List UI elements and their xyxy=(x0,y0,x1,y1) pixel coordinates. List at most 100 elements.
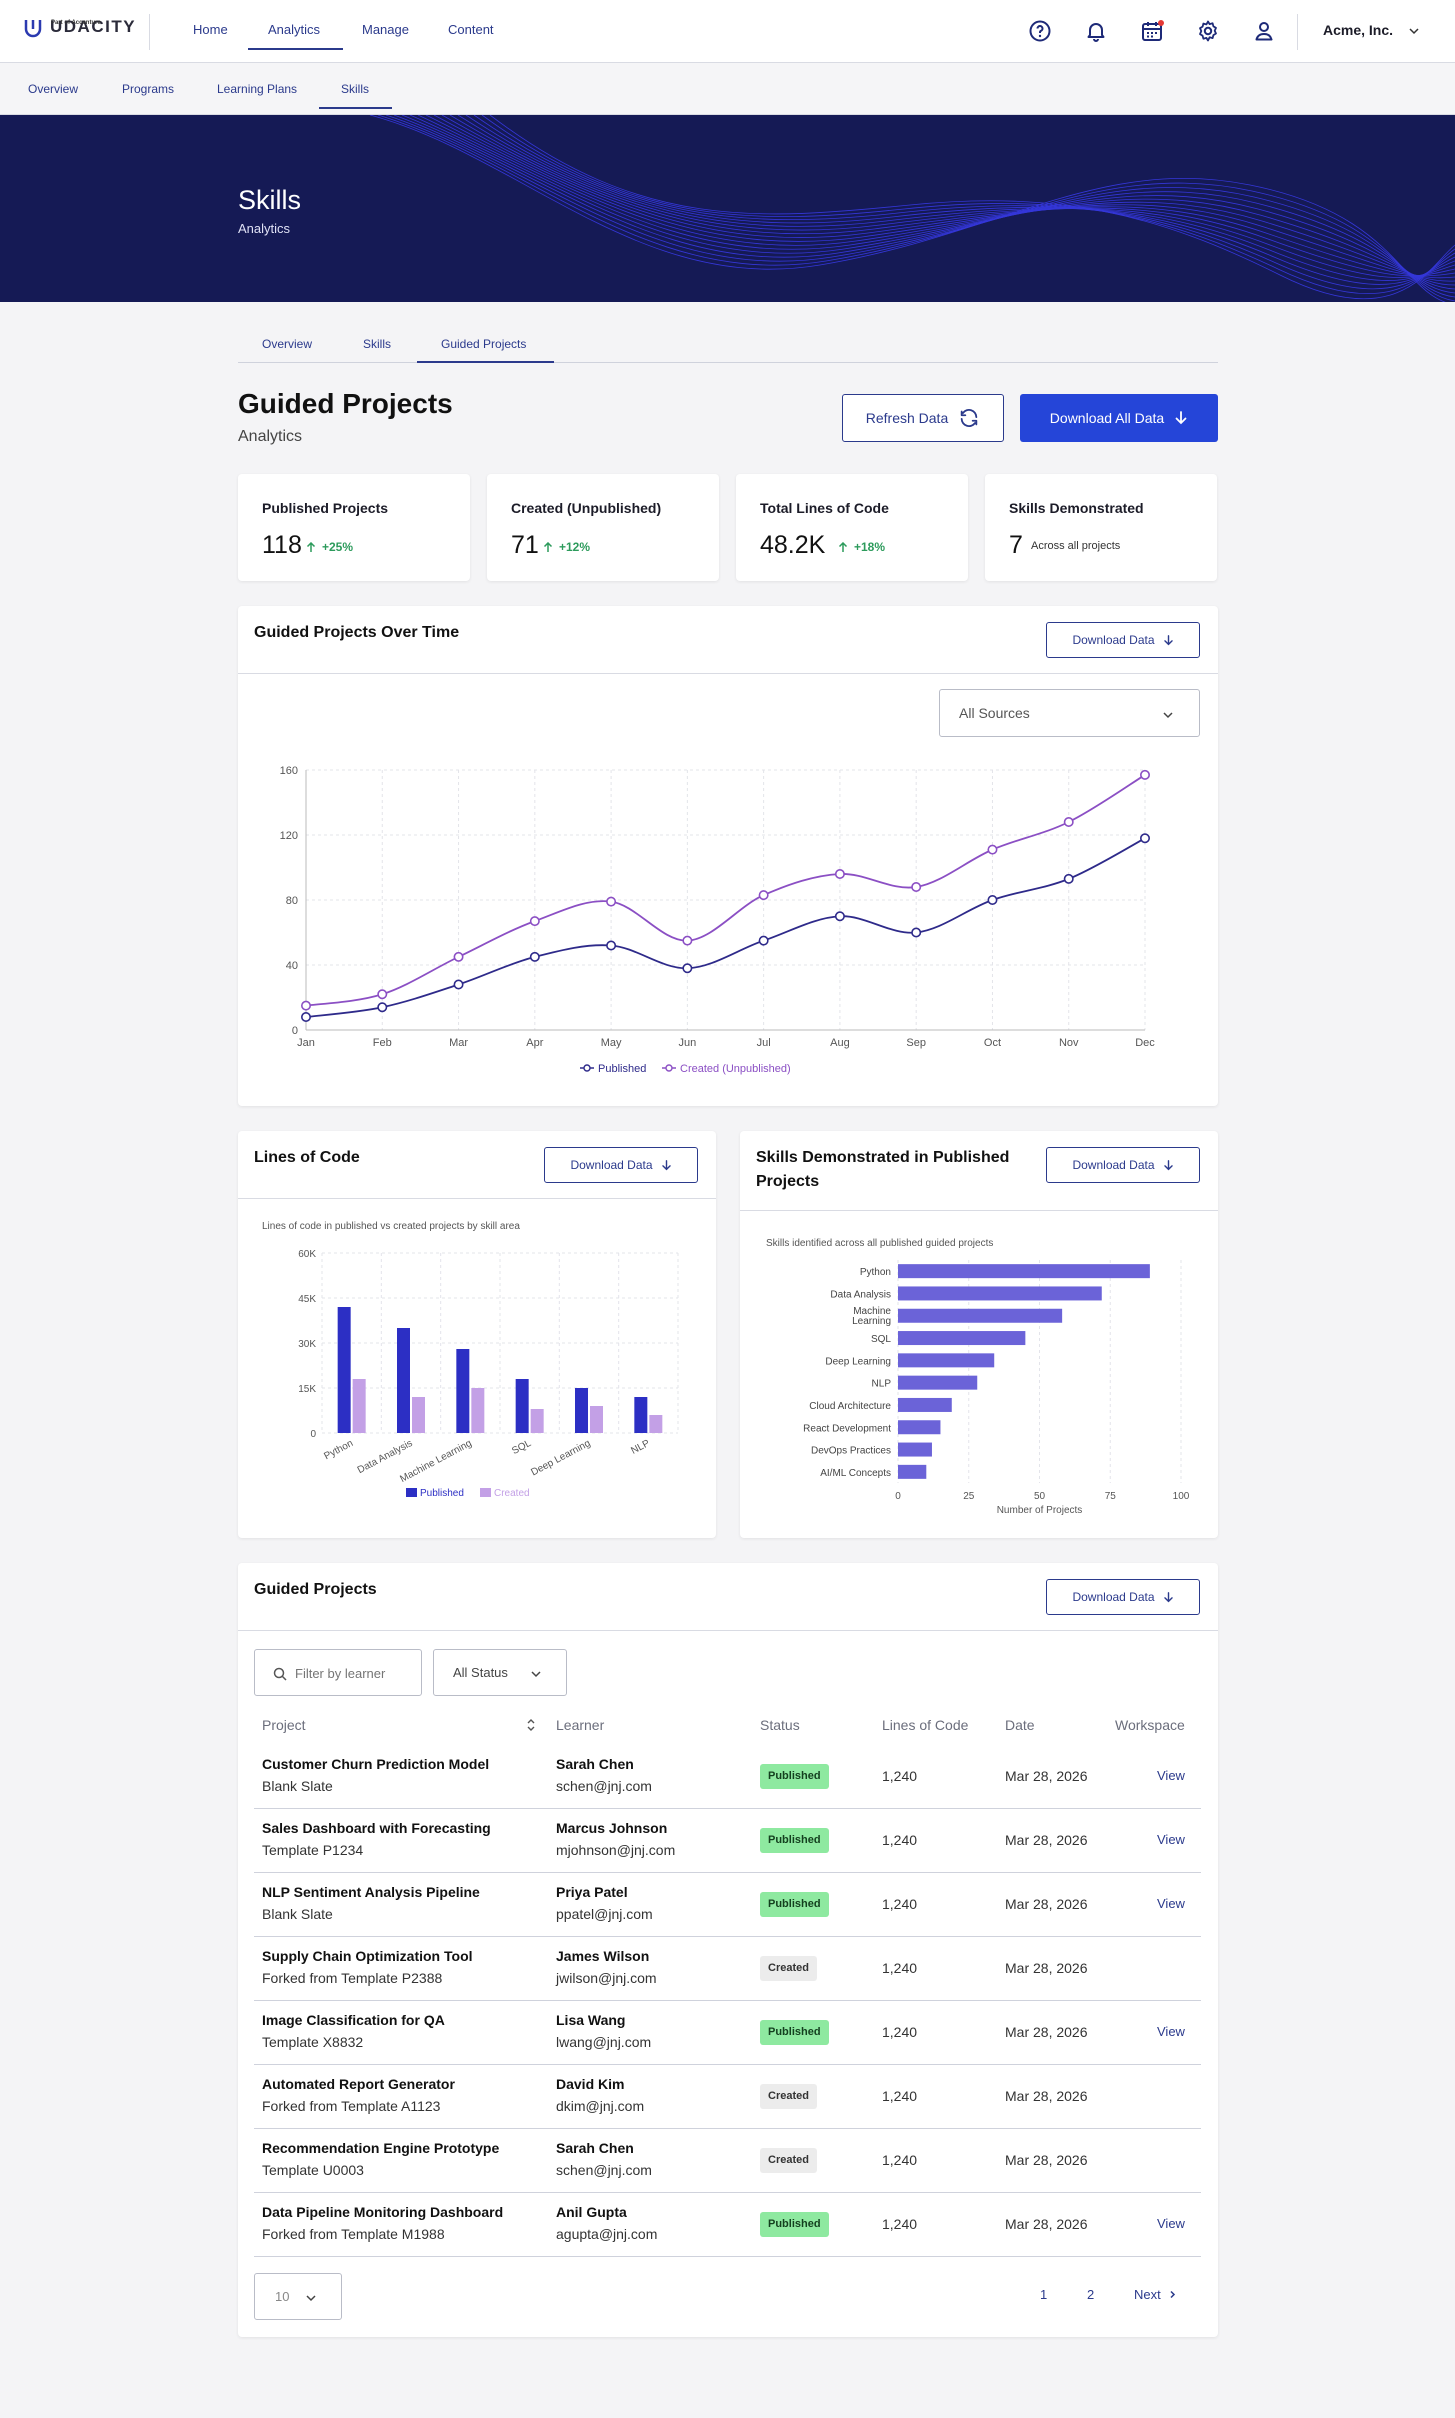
lines-of-code-value: 1,240 xyxy=(882,2216,918,2232)
table-row: Supply Chain Optimization Tool Forked fro… xyxy=(254,1937,1201,2001)
download-data-button[interactable]: Download Data xyxy=(1046,1147,1200,1183)
view-workspace-link[interactable]: View xyxy=(1157,1832,1185,1847)
lines-of-code-value: 1,240 xyxy=(882,2152,918,2168)
view-workspace-link[interactable]: View xyxy=(1157,1768,1185,1783)
sort-icon[interactable] xyxy=(526,1718,536,1732)
project-template: Forked from Template A1123 xyxy=(262,2098,441,2114)
help-icon[interactable] xyxy=(1028,19,1052,43)
nav-item-content[interactable]: Content xyxy=(448,22,494,37)
chevron-down-icon[interactable] xyxy=(1408,25,1420,37)
bar-created xyxy=(471,1388,485,1433)
x-tick-label: Feb xyxy=(373,1037,392,1049)
lines-of-code-card: Lines of Code Download Data Lines of cod… xyxy=(238,1131,716,1538)
subnav-item-learning-plans[interactable]: Learning Plans xyxy=(217,82,298,96)
view-workspace-link[interactable]: View xyxy=(1157,1896,1185,1911)
subnav-item-overview[interactable]: Overview xyxy=(28,82,79,96)
column-header-project[interactable]: Project xyxy=(262,1717,306,1733)
kpi-delta: +18% xyxy=(838,540,885,554)
y-tick-label: React Development xyxy=(803,1423,891,1434)
tab-guided-projects[interactable]: Guided Projects xyxy=(441,337,527,351)
x-axis-label: Number of Projects xyxy=(997,1505,1083,1516)
user-icon[interactable] xyxy=(1252,19,1276,43)
learner-email: agupta@jnj.com xyxy=(556,2226,658,2242)
chevron-down-icon xyxy=(306,2295,316,2302)
card-title: Lines of Code xyxy=(254,1149,360,1166)
card-header-divider xyxy=(238,673,1218,674)
status-select[interactable]: All Status xyxy=(433,1649,567,1696)
learner-name: Anil Gupta xyxy=(556,2204,627,2220)
kpi-delta: +25% xyxy=(306,540,353,554)
x-tick-label: Deep Learning xyxy=(529,1438,592,1479)
view-workspace-link[interactable]: View xyxy=(1157,2024,1185,2039)
lines-of-code-value: 1,240 xyxy=(882,1896,918,1912)
bar-skill xyxy=(898,1308,1063,1323)
table-row: NLP Sentiment Analysis Pipeline Blank Sla… xyxy=(254,1873,1201,1937)
bar-skill xyxy=(898,1286,1102,1301)
page-link-2[interactable]: 2 xyxy=(1087,2287,1095,2302)
filter-learner-input[interactable] xyxy=(254,1649,422,1696)
tab-skills[interactable]: Skills xyxy=(363,337,392,351)
learner-email: schen@jnj.com xyxy=(556,2162,652,2178)
column-header-learner: Learner xyxy=(556,1717,605,1733)
page-size-select[interactable]: 10 xyxy=(254,2273,342,2320)
data-point xyxy=(987,894,998,905)
legend-label: Created xyxy=(494,1488,530,1499)
status-badge: Created xyxy=(760,1956,817,1981)
y-tick-label: 120 xyxy=(280,830,298,842)
download-data-button[interactable]: Download Data xyxy=(544,1147,698,1183)
x-tick-label: 25 xyxy=(963,1491,975,1502)
source-select[interactable]: All Sources xyxy=(939,689,1200,737)
data-point xyxy=(758,890,769,901)
y-tick-label: Data Analysis xyxy=(830,1289,891,1300)
subnav-item-skills[interactable]: Skills xyxy=(341,82,370,96)
data-point xyxy=(529,916,540,927)
udacity-logo[interactable]: UDACITY xyxy=(24,18,136,48)
download-data-button[interactable]: Download Data xyxy=(1046,622,1200,658)
legend-swatch xyxy=(480,1488,491,1497)
download-all-data-label: Download All Data xyxy=(1049,410,1165,426)
kpi-card-published: Published Projects 118 +25% xyxy=(238,474,470,581)
tab-overview[interactable]: Overview xyxy=(262,337,313,351)
download-data-button[interactable]: Download Data xyxy=(1046,1579,1200,1615)
legend-marker xyxy=(665,1064,673,1072)
page-link-1[interactable]: 1 xyxy=(1040,2287,1048,2302)
arrow-down-icon xyxy=(1163,634,1173,645)
kpi-label: Total Lines of Code xyxy=(760,500,889,516)
project-template: Blank Slate xyxy=(262,1906,333,1922)
skills-demonstrated-card: Skills Demonstrated in Published Project… xyxy=(740,1131,1218,1538)
data-point xyxy=(377,1002,388,1013)
y-tick-label: Cloud Architecture xyxy=(809,1401,891,1412)
calendar-icon[interactable] xyxy=(1140,19,1164,43)
y-tick-label: Learning xyxy=(852,1316,891,1327)
nav-item-analytics[interactable]: Analytics xyxy=(268,22,321,37)
x-tick-label: NLP xyxy=(629,1438,652,1457)
nav-item-home[interactable]: Home xyxy=(193,22,228,37)
logo-subtitle: Part of Accenture xyxy=(51,20,101,26)
status-badge: Published xyxy=(760,1764,829,1789)
refresh-data-button[interactable]: Refresh Data xyxy=(842,394,1004,442)
subnav-active-indicator xyxy=(319,107,392,109)
nav-item-manage[interactable]: Manage xyxy=(362,22,409,37)
legend-marker xyxy=(583,1064,591,1072)
account-name[interactable]: Acme, Inc. xyxy=(1323,22,1394,38)
data-point xyxy=(987,844,998,855)
kpi-delta-text: +18% xyxy=(854,540,886,554)
kpi-value: 7 xyxy=(1009,531,1023,559)
project-name: Supply Chain Optimization Tool xyxy=(262,1948,473,1964)
series-line-created xyxy=(305,774,1146,1007)
bell-icon[interactable] xyxy=(1084,19,1108,43)
data-point xyxy=(606,896,617,907)
y-tick-label: NLP xyxy=(872,1379,892,1390)
download-all-data-button[interactable]: Download All Data xyxy=(1020,394,1218,442)
gear-icon[interactable] xyxy=(1196,19,1220,43)
next-page-button[interactable]: Next xyxy=(1134,2287,1177,2302)
project-template: Template U0003 xyxy=(262,2162,364,2178)
bar-skill xyxy=(898,1353,995,1368)
filter-learner-field[interactable] xyxy=(295,1663,415,1683)
lines-of-code-value: 1,240 xyxy=(882,1768,918,1784)
subnav-item-programs[interactable]: Programs xyxy=(122,82,175,96)
chart-caption: Lines of code in published vs created pr… xyxy=(262,1221,520,1232)
download-data-label: Download Data xyxy=(1072,633,1155,647)
view-workspace-link[interactable]: View xyxy=(1157,2216,1185,2231)
kpi-card-skills: Skills Demonstrated 7 Across all project… xyxy=(985,474,1217,581)
